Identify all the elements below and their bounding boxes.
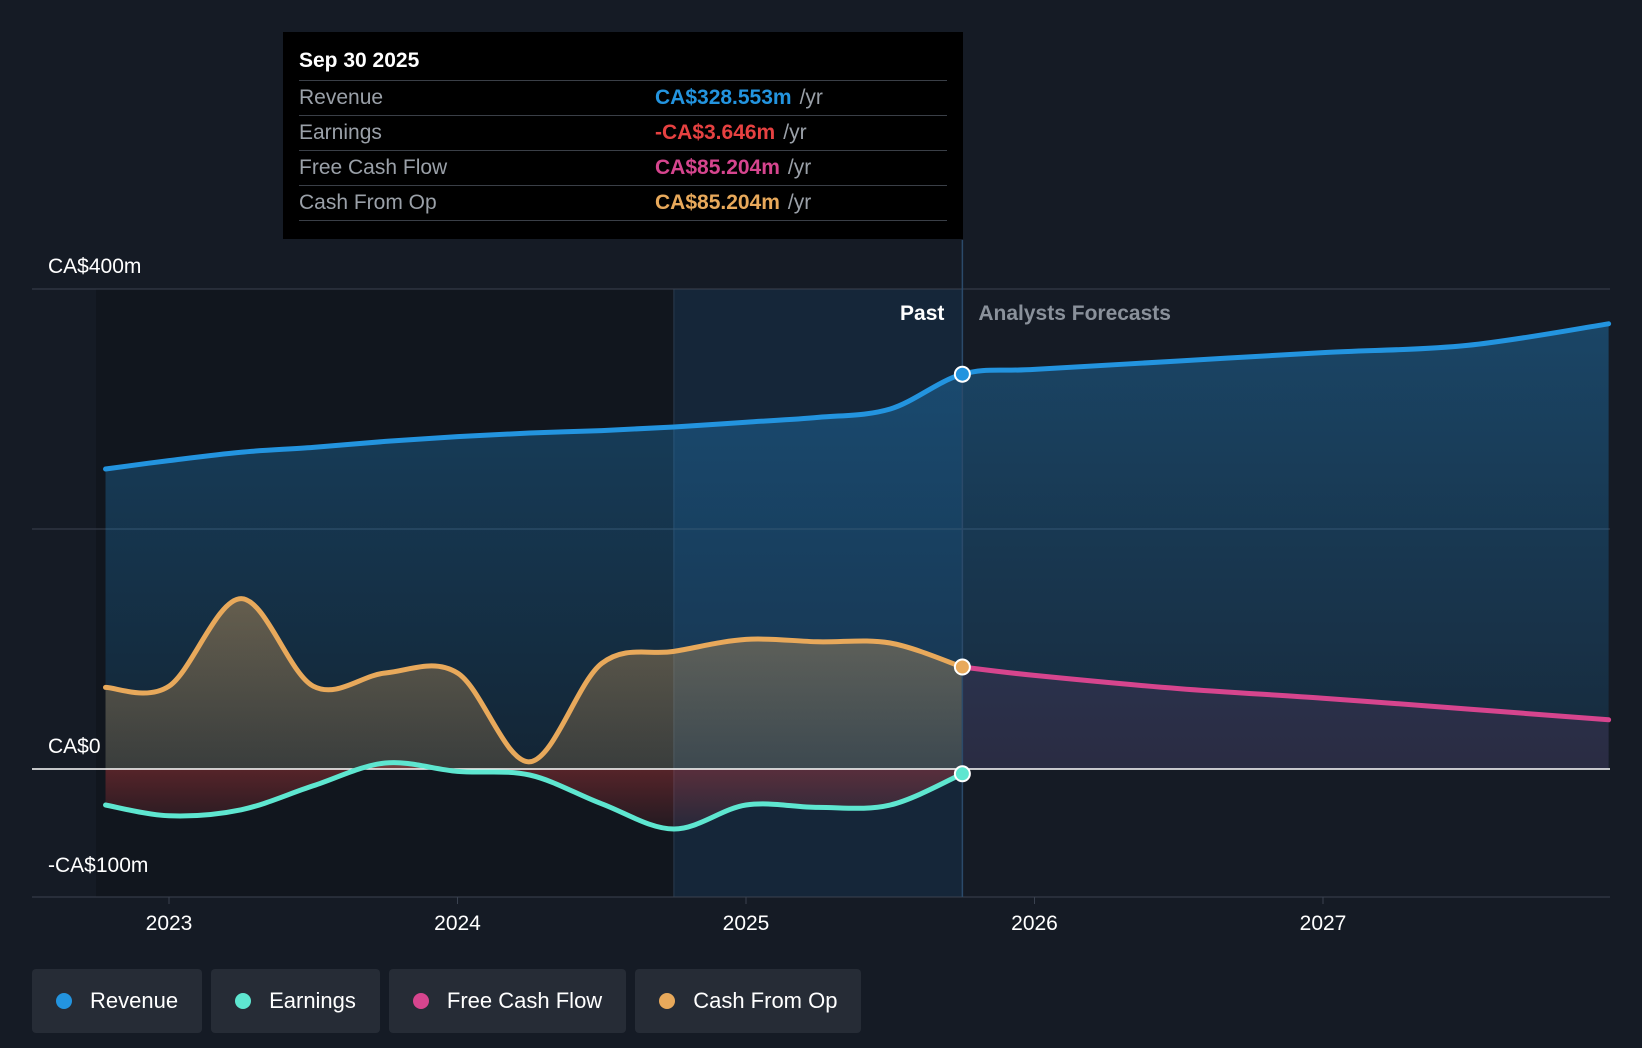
tooltip-date: Sep 30 2025 <box>299 49 420 72</box>
legend-label: Free Cash Flow <box>446 988 603 1013</box>
tooltip-row-revenue: Revenue CA$328.553m /yr <box>299 80 947 115</box>
tooltip-unit: /yr <box>787 156 812 179</box>
tooltip-value: CA$328.553m <box>655 86 792 109</box>
x-tick-label: 2025 <box>723 912 770 935</box>
free-cash-flow-area <box>962 667 1609 769</box>
tooltip-row-cash-from-op: Cash From Op CA$85.204m /yr <box>299 185 947 221</box>
legend-item-revenue[interactable]: Revenue <box>32 969 203 1033</box>
tooltip-label: Earnings <box>299 121 382 144</box>
legend-label: Cash From Op <box>693 988 838 1013</box>
free-cash-flow-dot-icon <box>412 993 429 1009</box>
x-tick-label: 2027 <box>1300 912 1347 935</box>
x-tick-label: 2026 <box>1011 912 1058 935</box>
legend-item-cash-from-op[interactable]: Cash From Op <box>635 969 862 1033</box>
tooltip-label: Free Cash Flow <box>299 156 448 179</box>
tooltip-label: Cash From Op <box>299 191 437 214</box>
earnings-area <box>105 762 963 830</box>
past-label: Past <box>900 302 944 325</box>
tooltip-label: Revenue <box>299 86 384 109</box>
cash-from-op-line <box>103 596 965 765</box>
legend-label: Revenue <box>90 988 179 1013</box>
tooltip-unit: /yr <box>799 86 823 109</box>
revenue-area <box>105 323 1609 769</box>
tooltip-row-free-cash-flow: Free Cash Flow CA$85.204m /yr <box>299 150 947 185</box>
free-cash-flow-line <box>959 664 1612 723</box>
legend-item-free-cash-flow[interactable]: Free Cash Flow <box>388 969 627 1033</box>
tooltip-value: CA$85.204m <box>655 156 780 179</box>
x-tick-label: 2024 <box>434 912 481 935</box>
tooltip-value: -CA$3.646m <box>655 121 776 144</box>
legend-item-earnings[interactable]: Earnings <box>211 969 380 1033</box>
forecast-label: Analysts Forecasts <box>978 302 1171 325</box>
tooltip: Sep 30 2025 Revenue CA$328.553m /yr Earn… <box>283 32 963 239</box>
y-tick-label: CA$0 <box>48 735 101 758</box>
tooltip-unit: /yr <box>787 191 812 214</box>
revenue-marker <box>953 365 971 383</box>
y-tick-label: -CA$100m <box>48 854 148 877</box>
revenue-line <box>103 321 1612 472</box>
legend-label: Earnings <box>269 988 356 1013</box>
earnings-dot-icon <box>235 993 252 1009</box>
revenue-dot-icon <box>56 993 72 1009</box>
cash-from-op-dot-icon <box>659 993 676 1009</box>
earnings-line <box>103 760 965 832</box>
x-tick-label: 2023 <box>146 912 193 935</box>
tooltip-unit: /yr <box>783 121 807 144</box>
tooltip-value: CA$85.204m <box>655 191 780 214</box>
earnings-marker <box>953 765 971 783</box>
legend: Revenue Earnings Free Cash Flow Cash Fro… <box>32 969 870 1033</box>
tooltip-row-earnings: Earnings -CA$3.646m /yr <box>299 115 947 150</box>
chart: CA$400m CA$0 -CA$100m 2023 2024 2025 2026 2027 P… <box>32 240 1612 935</box>
cash-from-op-marker <box>953 658 971 676</box>
y-tick-label: CA$400m <box>48 255 141 278</box>
